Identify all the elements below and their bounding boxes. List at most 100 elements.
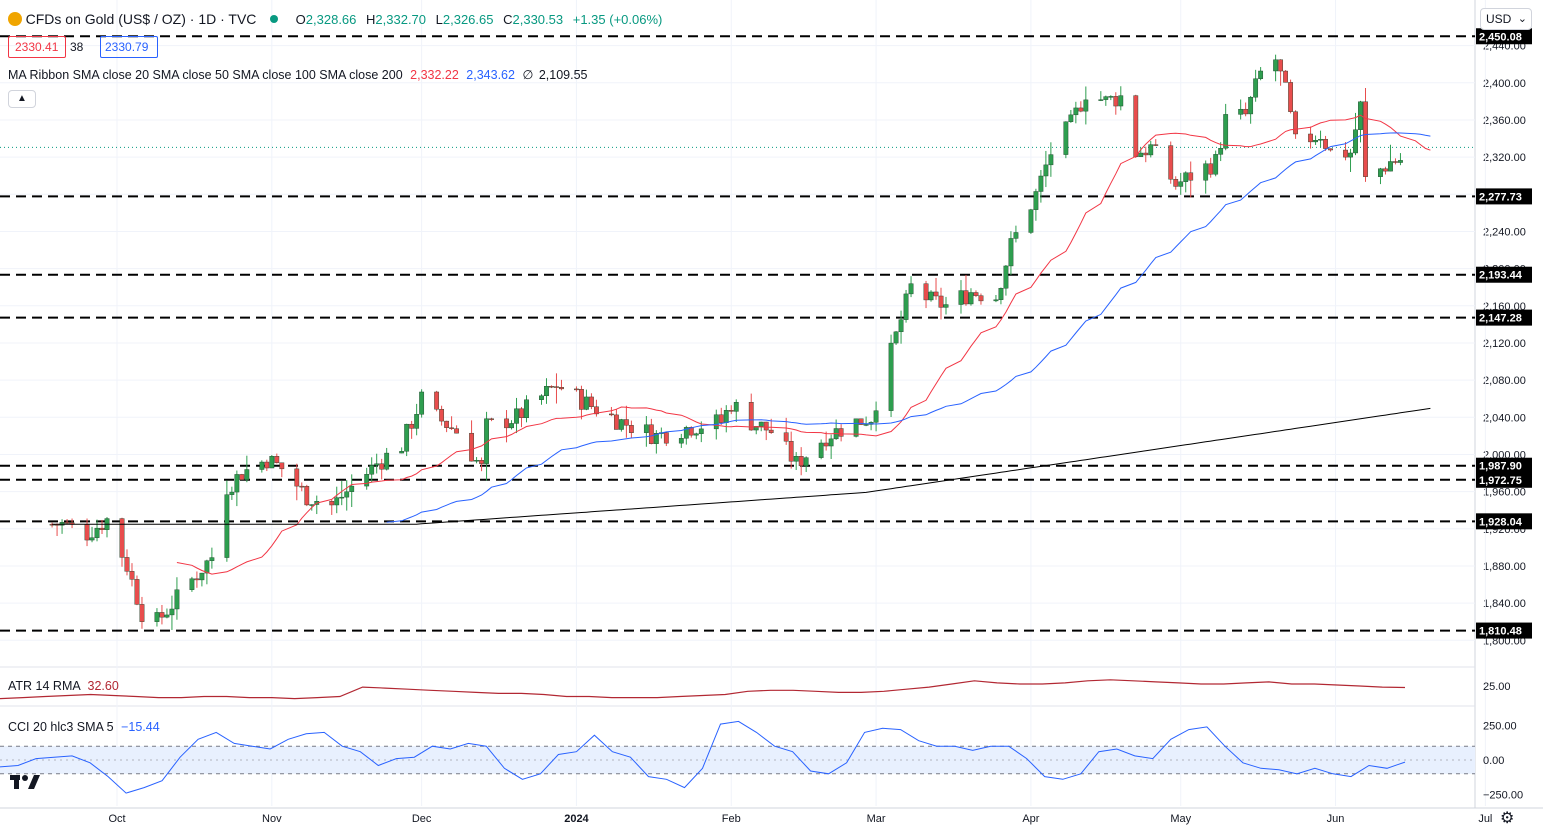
currency-select[interactable]: USD ⌄: [1480, 8, 1532, 30]
gear-icon[interactable]: ⚙: [1500, 810, 1515, 827]
candle-up: [349, 485, 355, 492]
candle-up: [1148, 144, 1154, 156]
cci-legend[interactable]: CCI 20 hlc3 SMA 5 −15.44: [8, 720, 160, 734]
ohlc-c-label: C: [503, 12, 513, 27]
candle-up: [1378, 168, 1383, 177]
collapse-legend-button[interactable]: ▲: [8, 90, 36, 108]
candle-down: [549, 386, 554, 388]
candle-up: [1038, 175, 1044, 192]
ohlc-l-label: L: [435, 12, 443, 27]
candle-up: [1348, 152, 1353, 158]
candle-up: [1068, 114, 1074, 122]
candle-down: [628, 425, 634, 433]
candle-up: [544, 386, 549, 397]
candle-up: [1008, 238, 1014, 267]
candle-up: [893, 331, 899, 344]
candle-down: [1393, 161, 1398, 163]
candle-up: [803, 457, 809, 467]
symbol-header[interactable]: CFDs on Gold (US$ / OZ) · 1D · TVC O2,32…: [8, 11, 662, 27]
candle-up: [164, 614, 170, 618]
candle-up: [993, 299, 999, 302]
candle-up: [1183, 172, 1189, 182]
candle-up: [539, 395, 544, 400]
candle-down: [579, 389, 584, 410]
level-label: 1,987.90: [1479, 461, 1522, 473]
ohlc-o-label: O: [295, 12, 306, 27]
level-label: 1,972.75: [1479, 475, 1522, 487]
candle-up: [1388, 161, 1393, 172]
atr-line: [0, 679, 1406, 700]
level-label: 2,450.08: [1479, 31, 1522, 43]
candle-down: [519, 408, 524, 419]
cci-tick-label: 0.00: [1483, 755, 1504, 767]
x-tick-label: May: [1170, 813, 1191, 825]
candle-up: [89, 537, 95, 541]
candle-down: [1293, 111, 1298, 135]
level-label-box: [1476, 471, 1532, 488]
candle-down: [304, 486, 310, 506]
candle-down: [823, 442, 829, 447]
candle-down: [409, 423, 415, 429]
candle-down: [439, 409, 445, 422]
x-tick-label: Dec: [412, 813, 432, 825]
candle-down: [1243, 108, 1249, 115]
candle-down: [963, 290, 969, 305]
level-label-box: [1476, 188, 1532, 205]
level-label-box: [1476, 28, 1532, 45]
ma-ribbon-legend[interactable]: MA Ribbon SMA close 20 SMA close 50 SMA …: [8, 67, 588, 82]
y-tick-label: 2,400.00: [1483, 78, 1526, 90]
candle-down: [609, 413, 614, 416]
candle-up: [958, 290, 964, 305]
candle-down: [454, 428, 459, 434]
candle-up: [94, 527, 100, 538]
candle-down: [159, 612, 165, 618]
candle-down: [129, 571, 135, 580]
candle-up: [1003, 265, 1009, 289]
level-label: 2,277.73: [1479, 191, 1522, 203]
candle-down: [1363, 101, 1368, 177]
y-tick-label: 1,960.00: [1483, 487, 1526, 499]
atr-label: ATR 14 RMA: [8, 679, 81, 693]
candle-down: [279, 462, 285, 470]
candle-up: [1178, 181, 1184, 187]
sma-50-line: [386, 132, 1431, 523]
candle-down: [124, 557, 130, 572]
candle-down: [274, 456, 280, 463]
candle-up: [229, 491, 235, 495]
candle-down: [329, 501, 335, 506]
candle-up: [998, 288, 1004, 300]
level-label-box: [1476, 309, 1532, 326]
candle-up: [1223, 114, 1229, 149]
candle-down: [798, 456, 804, 467]
candle-up: [1218, 148, 1224, 155]
candle-down: [1308, 133, 1313, 143]
level-label: 1,810.48: [1479, 626, 1522, 638]
x-tick-label: Apr: [1022, 813, 1039, 825]
candle-up: [334, 497, 340, 506]
candle-down: [648, 424, 654, 444]
candle-down: [1153, 144, 1159, 146]
y-tick-label: 1,840.00: [1483, 598, 1526, 610]
candle-down: [783, 432, 789, 442]
candle-up: [1073, 107, 1079, 116]
candle-down: [134, 579, 140, 605]
logo-part: [14, 775, 19, 789]
candle-up: [1043, 164, 1049, 177]
candle-up: [224, 494, 230, 558]
x-tick-label: Oct: [108, 813, 125, 825]
buy-button[interactable]: 2330.79: [100, 36, 158, 58]
chevron-down-icon: ⌄: [1517, 13, 1527, 25]
atr-legend[interactable]: ATR 14 RMA 32.60: [8, 679, 119, 693]
candle-down: [469, 432, 474, 462]
cci-value: −15.44: [121, 720, 160, 734]
gold-logo-icon: [8, 12, 22, 26]
candle-up: [698, 428, 704, 434]
sell-button[interactable]: 2330.41: [8, 36, 66, 58]
candle-up: [968, 292, 974, 305]
logo-part: [22, 775, 28, 781]
candle-up: [1063, 121, 1069, 155]
candle-up: [339, 496, 345, 499]
atr-tick-label: 25.00: [1483, 681, 1511, 693]
candle-down: [1278, 59, 1284, 72]
